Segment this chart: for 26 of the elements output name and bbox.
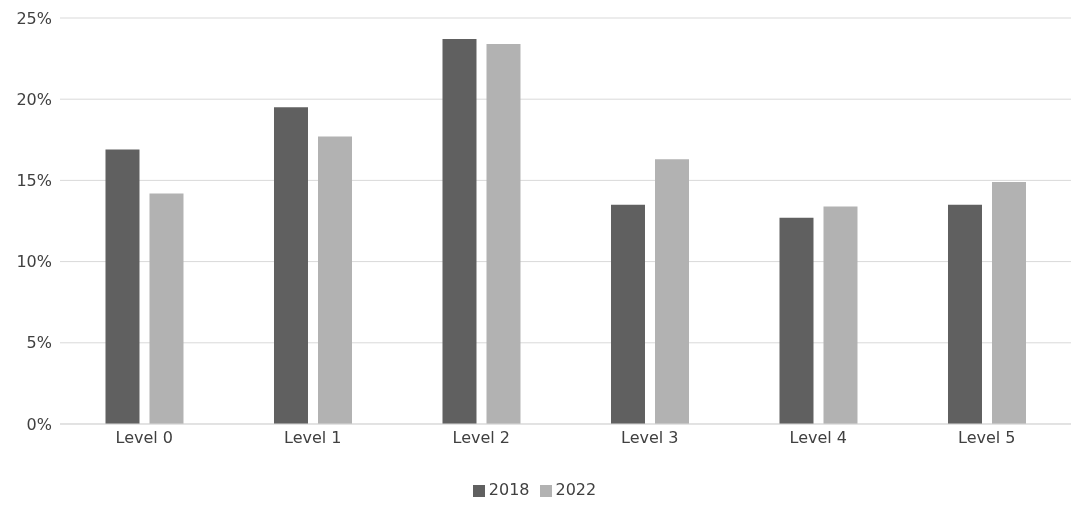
y-tick-label: 20%	[16, 89, 52, 109]
x-tick-label: Level 1	[284, 428, 342, 448]
y-tick-label: 5%	[26, 333, 52, 353]
bar	[992, 182, 1026, 424]
bar	[318, 136, 352, 424]
x-tick-label: Level 5	[958, 428, 1016, 448]
y-tick-label: 0%	[26, 414, 52, 434]
y-tick-label: 10%	[16, 252, 52, 272]
bar	[823, 206, 858, 424]
x-tick-label: Level 0	[115, 428, 173, 448]
legend-label: 2022	[555, 480, 597, 499]
bar	[105, 149, 140, 424]
x-tick-label: Level 2	[452, 428, 510, 448]
bar	[611, 204, 645, 424]
y-tick-label: 15%	[16, 171, 52, 191]
bar	[274, 107, 308, 424]
bar	[655, 159, 689, 424]
bar	[442, 39, 477, 424]
x-tick-label: Level 4	[789, 428, 847, 448]
bar	[779, 217, 814, 424]
x-tick-label: Level 3	[621, 428, 679, 448]
y-tick-label: 25%	[16, 8, 52, 28]
legend-label: 2018	[488, 480, 530, 499]
bar	[948, 204, 982, 424]
bar	[486, 43, 521, 424]
bar	[149, 193, 184, 424]
